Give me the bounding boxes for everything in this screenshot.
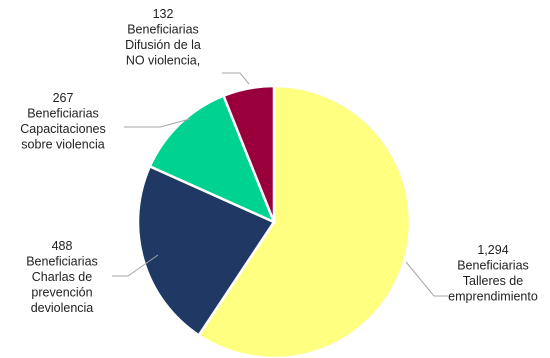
data-label-text: Difusión de la [125,38,201,52]
data-label-text: deviolencia [31,301,94,315]
pie-slices [136,84,412,358]
data-label-text: Beneficiarias [127,23,199,37]
pie-slice [136,165,276,337]
data-label: 267 Beneficiarias Capacitaciones sobre viol… [20,91,105,152]
data-label-text: Capacitaciones [20,122,105,136]
data-label-value: 1,294 [477,243,508,257]
pie-slice [222,84,276,224]
data-label-text: sobre violencia [21,138,104,152]
leader-line [124,118,191,128]
data-label: 132 Beneficiarias Difusión de la NO violenc… [125,7,201,68]
leader-lines [112,72,448,297]
data-label-text: Charlas de [32,270,92,284]
data-label: 488 Beneficiarias Charlas de prevención devi… [26,239,98,315]
data-label-text: prevención [31,286,92,300]
data-label: 1,294 Beneficiarias Talleres de emprendimie… [448,243,538,304]
data-label-value: 488 [52,239,73,253]
data-labels: 1,294 Beneficiarias Talleres de emprendimie… [20,7,538,315]
pie-slice [148,94,276,224]
data-label-text: emprendimiento [448,290,538,304]
data-label-text: Beneficiarias [26,255,98,269]
leader-line [405,261,448,297]
data-label-text: Talleres de [463,274,523,288]
leader-line [222,72,250,85]
data-label-text: NO violencia, [126,54,200,68]
data-label-text: Beneficiarias [27,107,99,121]
leader-line [112,254,159,277]
data-label-value: 267 [53,91,74,105]
data-label-value: 132 [153,7,174,21]
data-label-text: Beneficiarias [457,259,529,273]
